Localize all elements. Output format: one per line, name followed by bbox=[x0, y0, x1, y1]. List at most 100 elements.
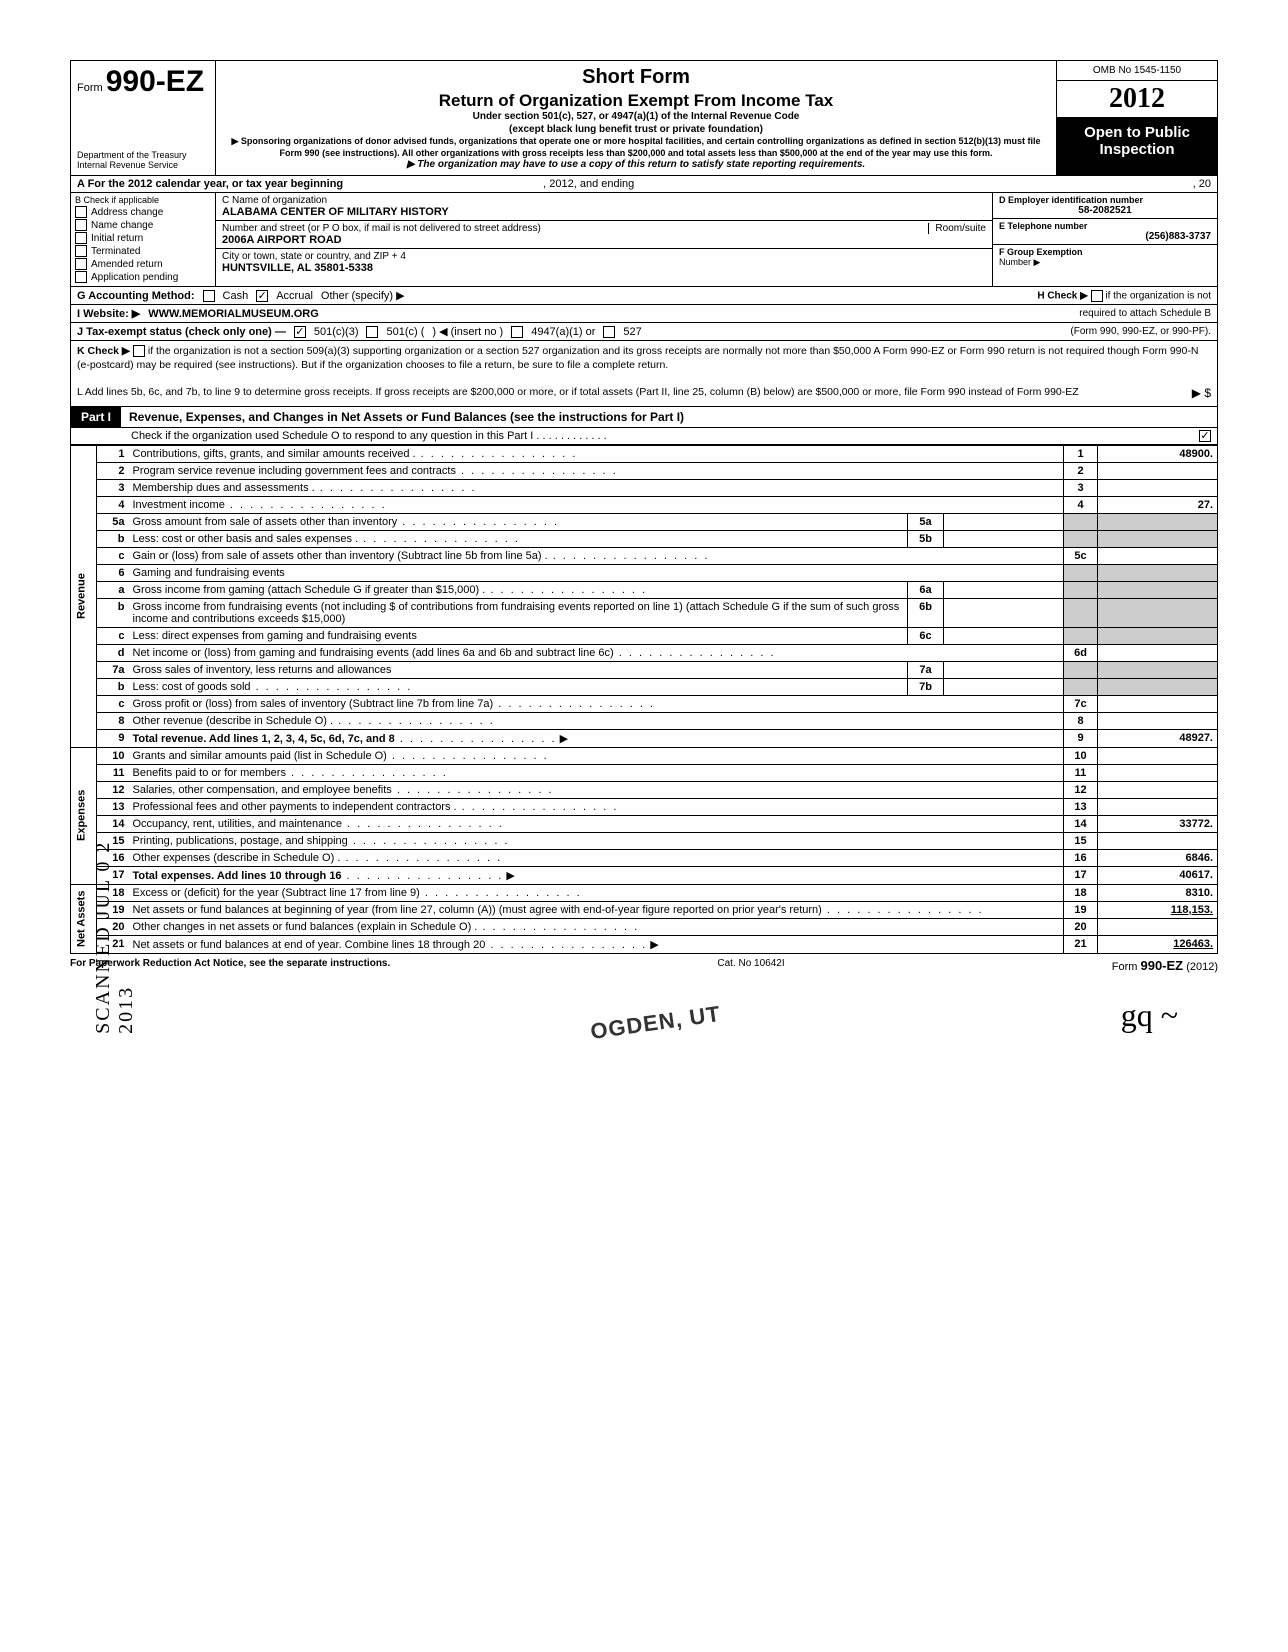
table-row: 13 Professional fees and other payments … bbox=[71, 798, 1218, 815]
table-row: 14 Occupancy, rent, utilities, and maint… bbox=[71, 815, 1218, 832]
b-item-5[interactable]: Application pending bbox=[75, 271, 211, 283]
mini-num: 6c bbox=[908, 627, 944, 644]
table-row: 11 Benefits paid to or for members 11 bbox=[71, 764, 1218, 781]
part1-title: Revenue, Expenses, and Changes in Net As… bbox=[121, 407, 1217, 427]
mini-num: 5b bbox=[908, 530, 944, 547]
i-val: WWW.MEMORIALMUSEUM.ORG bbox=[148, 308, 318, 320]
line-text: Other changes in net assets or fund bala… bbox=[133, 921, 478, 933]
table-row: 5a Gross amount from sale of assets othe… bbox=[71, 513, 1218, 530]
line-text: Occupancy, rent, utilities, and maintena… bbox=[133, 818, 343, 830]
line-desc: Net income or (loss) from gaming and fun… bbox=[129, 644, 1064, 661]
b-item-4[interactable]: Amended return bbox=[75, 258, 211, 270]
line-text: Benefits paid to or for members bbox=[133, 767, 286, 779]
part1-header: Part I Revenue, Expenses, and Changes in… bbox=[70, 407, 1218, 428]
b-item-2[interactable]: Initial return bbox=[75, 232, 211, 244]
b-item-label: Terminated bbox=[91, 246, 140, 257]
checkbox-icon[interactable] bbox=[294, 326, 306, 338]
b-item-0[interactable]: Address change bbox=[75, 206, 211, 218]
checkbox-icon[interactable] bbox=[366, 326, 378, 338]
h2: if the organization is not bbox=[1105, 290, 1211, 301]
checkbox-icon[interactable] bbox=[75, 271, 87, 283]
d-lbl: D Employer identification number bbox=[999, 195, 1211, 205]
header-left: Form 990-EZ Department of the Treasury I… bbox=[71, 61, 216, 175]
line-num: 8 bbox=[97, 712, 129, 729]
k-lbl: K Check ▶ bbox=[77, 345, 130, 357]
scanned-stamp: SCANNED JUL 0 2 2013 bbox=[92, 820, 138, 1034]
checkbox-icon[interactable] bbox=[1091, 290, 1103, 302]
line-rval: 48900. bbox=[1098, 445, 1218, 462]
mini-val bbox=[944, 530, 1064, 547]
line-rval: 40617. bbox=[1098, 866, 1218, 884]
checkbox-icon[interactable] bbox=[1199, 430, 1211, 442]
line-rval bbox=[1098, 781, 1218, 798]
line-rnum: 18 bbox=[1064, 884, 1098, 901]
line-rnum bbox=[1064, 678, 1098, 695]
line-desc: Gross amount from sale of assets other t… bbox=[129, 513, 908, 530]
table-row: 2 Program service revenue including gove… bbox=[71, 462, 1218, 479]
line-rnum: 3 bbox=[1064, 479, 1098, 496]
line-desc: Investment income bbox=[129, 496, 1064, 513]
b-item-1[interactable]: Name change bbox=[75, 219, 211, 231]
line-num: 3 bbox=[97, 479, 129, 496]
line-num: c bbox=[97, 547, 129, 564]
b-item-label: Amended return bbox=[91, 259, 163, 270]
line-num: d bbox=[97, 644, 129, 661]
c-room-lbl: Room/suite bbox=[928, 223, 986, 234]
line-num: c bbox=[97, 695, 129, 712]
line-desc: Excess or (deficit) for the year (Subtra… bbox=[129, 884, 1064, 901]
line-rval: 48927. bbox=[1098, 729, 1218, 747]
checkbox-icon[interactable] bbox=[603, 326, 615, 338]
checkbox-icon[interactable] bbox=[75, 245, 87, 257]
mini-val bbox=[944, 661, 1064, 678]
line-rnum: 11 bbox=[1064, 764, 1098, 781]
checkbox-icon[interactable] bbox=[75, 258, 87, 270]
c-name-row: C Name of organization ALABAMA CENTER OF… bbox=[216, 193, 992, 221]
form-number: Form 990-EZ bbox=[77, 65, 209, 99]
line-num: 4 bbox=[97, 496, 129, 513]
checkbox-icon[interactable] bbox=[75, 206, 87, 218]
table-row: c Gain or (loss) from sale of assets oth… bbox=[71, 547, 1218, 564]
checkbox-icon[interactable] bbox=[203, 290, 215, 302]
j-a: 501(c)(3) bbox=[314, 326, 359, 338]
line-rnum: 20 bbox=[1064, 918, 1098, 935]
mini-val bbox=[944, 581, 1064, 598]
line-text: Gain or (loss) from sale of assets other… bbox=[133, 550, 548, 562]
line-text: Program service revenue including govern… bbox=[133, 465, 456, 477]
mini-num: 6a bbox=[908, 581, 944, 598]
b-item-label: Application pending bbox=[91, 272, 178, 283]
checkbox-icon[interactable] bbox=[75, 219, 87, 231]
line-rnum: 1 bbox=[1064, 445, 1098, 462]
b-label: B Check if applicable bbox=[75, 195, 211, 205]
line-rnum: 9 bbox=[1064, 729, 1098, 747]
checkbox-icon[interactable] bbox=[256, 290, 268, 302]
checkbox-icon[interactable] bbox=[511, 326, 523, 338]
line-rnum: 8 bbox=[1064, 712, 1098, 729]
line-desc: Membership dues and assessments . bbox=[129, 479, 1064, 496]
mini-num: 5a bbox=[908, 513, 944, 530]
table-row: b Gross income from fundraising events (… bbox=[71, 598, 1218, 627]
checkbox-icon[interactable] bbox=[75, 232, 87, 244]
table-row: a Gross income from gaming (attach Sched… bbox=[71, 581, 1218, 598]
line-rval bbox=[1098, 547, 1218, 564]
line-rnum bbox=[1064, 530, 1098, 547]
h-note: H Check ▶ if the organization is not bbox=[1037, 290, 1211, 302]
line-num: 6 bbox=[97, 564, 129, 581]
b-item-3[interactable]: Terminated bbox=[75, 245, 211, 257]
mini-val bbox=[944, 513, 1064, 530]
f-lbl: F Group Exemption bbox=[999, 247, 1211, 257]
mini-num: 7a bbox=[908, 661, 944, 678]
j-lbl: J Tax-exempt status (check only one) — bbox=[77, 326, 286, 338]
line-rnum: 17 bbox=[1064, 866, 1098, 884]
col-de: D Employer identification number 58-2082… bbox=[992, 193, 1217, 286]
sub4: ▶ The organization may have to use a cop… bbox=[222, 159, 1050, 172]
j-d: 4947(a)(1) or bbox=[531, 326, 595, 338]
col-b: B Check if applicable Address change Nam… bbox=[71, 193, 216, 286]
open-to-public: Open to Public Inspection bbox=[1057, 118, 1217, 175]
line-text: Gross sales of inventory, less returns a… bbox=[133, 664, 392, 676]
checkbox-icon[interactable] bbox=[133, 345, 145, 357]
table-row: 19 Net assets or fund balances at beginn… bbox=[71, 901, 1218, 918]
line-rval bbox=[1098, 530, 1218, 547]
line-desc: Less: direct expenses from gaming and fu… bbox=[129, 627, 908, 644]
section-revenue: Revenue bbox=[71, 445, 97, 747]
table-row: 16 Other expenses (describe in Schedule … bbox=[71, 849, 1218, 866]
